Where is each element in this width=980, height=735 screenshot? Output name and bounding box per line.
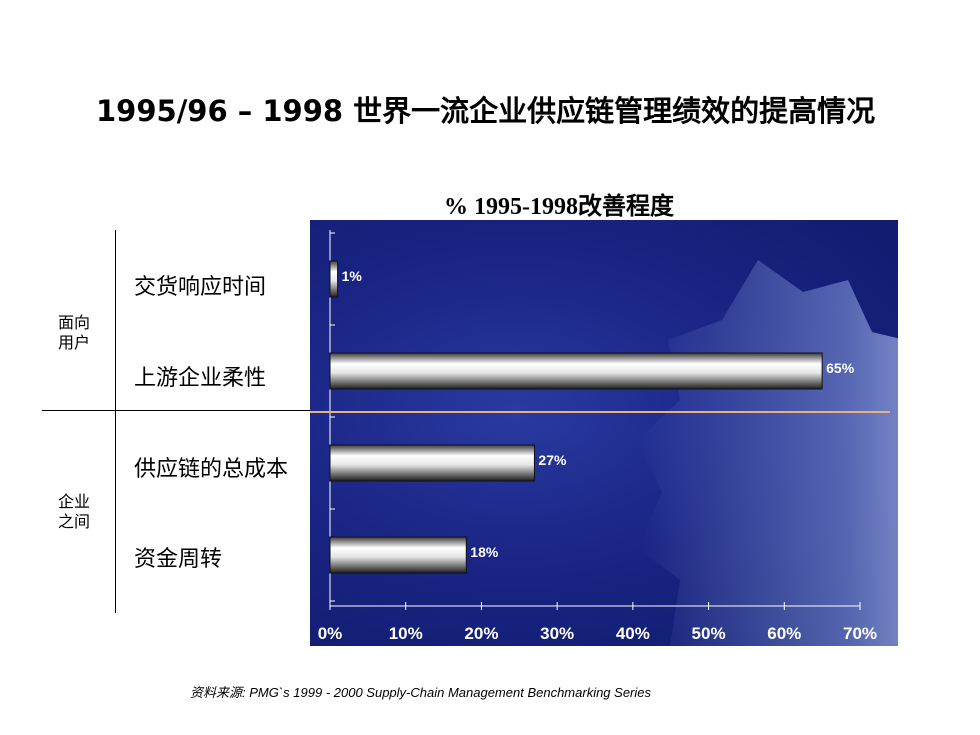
group-label-user: 面向 用户: [58, 313, 102, 353]
bar-chart: 0% 10% 20% 30% 40% 50% 60% 70% 1% 65% 27% 18%: [318, 230, 877, 643]
bar: [329, 536, 467, 574]
bar-value-label: 18%: [470, 544, 499, 560]
category-frame-line: [115, 230, 116, 613]
source-label: 资料来源: [190, 686, 243, 701]
chart-title: % 1995-1998改善程度: [444, 194, 674, 220]
group-divider-line: [42, 410, 310, 411]
category-label: 上游企业柔性: [134, 366, 267, 391]
bar: [329, 352, 823, 390]
plot-area: 0% 10% 20% 30% 40% 50% 60% 70% 1% 65% 27% 18%: [310, 220, 898, 646]
bar: [329, 260, 339, 298]
group-label-inter-enterprise: 企业 之间: [58, 492, 102, 532]
bar-value-label: 1%: [342, 268, 363, 284]
category-label: 资金周转: [134, 547, 223, 572]
x-tick-label: 10%: [389, 624, 423, 643]
source-text: : PMG`s 1999 - 2000 Supply-Chain Managem…: [242, 685, 652, 700]
bar-value-label: 27%: [538, 452, 567, 468]
x-tick-label: 70%: [843, 624, 877, 643]
group-divider-orange: [310, 411, 890, 413]
x-tick-label: 50%: [692, 624, 726, 643]
x-tick-label: 0%: [318, 624, 343, 643]
x-tick-label: 40%: [616, 624, 650, 643]
bar: [329, 444, 535, 482]
category-label: 交货响应时间: [134, 275, 267, 300]
group-label-user-text: 面向 用户: [58, 313, 91, 352]
category-label: 供应链的总成本: [134, 457, 289, 482]
bar-value-label: 65%: [826, 360, 855, 376]
x-tick-label: 20%: [464, 624, 498, 643]
x-tick-label: 30%: [540, 624, 574, 643]
x-tick-label: 60%: [767, 624, 801, 643]
page-title: 1995/96 – 1998 世界一流企业供应链管理绩效的提高情况: [96, 94, 876, 128]
source-note: 资料来源: PMG`s 1999 - 2000 Supply-Chain Man…: [190, 682, 651, 701]
group-label-inter-enterprise-text: 企业 之间: [58, 492, 91, 531]
